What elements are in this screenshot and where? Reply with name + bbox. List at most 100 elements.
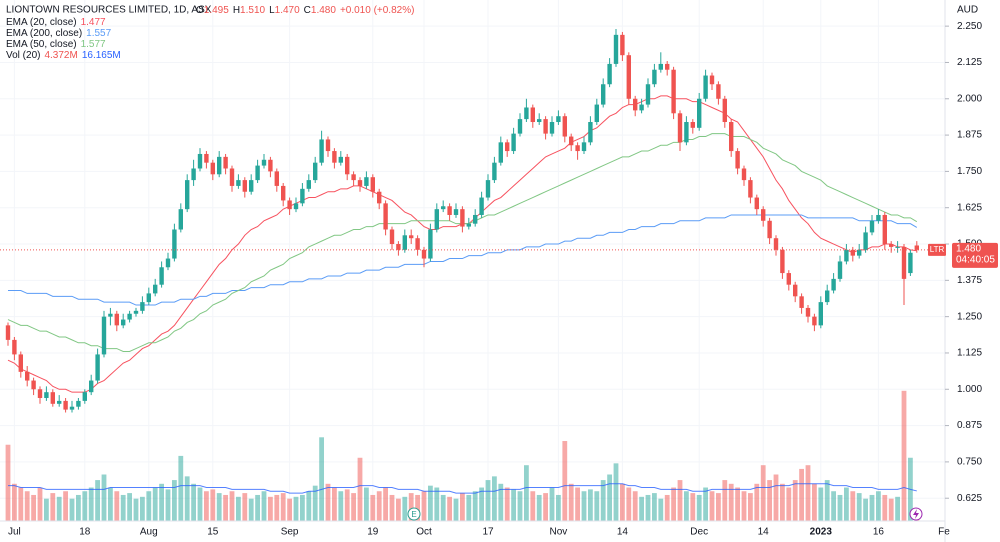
candle-body (293, 203, 299, 210)
earnings-marker[interactable]: E (407, 507, 421, 521)
candle-body (594, 104, 599, 123)
candle-body (697, 98, 702, 128)
volume-bar (895, 496, 900, 521)
volume-bar (268, 496, 273, 521)
candle-body (415, 238, 420, 250)
candle-body (549, 122, 555, 134)
candle-body (825, 290, 830, 303)
quote: O1.495 H1.510 L1.470 C1.480 +0.010 (+0.82%) (196, 5, 414, 16)
candle-body (95, 354, 100, 381)
candle-body (249, 180, 254, 192)
candle-body (127, 313, 132, 320)
candle-body (338, 156, 343, 163)
volume-bar (172, 480, 177, 521)
axes: 0.6250.7500.8751.0001.1251.2501.3751.500… (0, 21, 998, 538)
candle-body (319, 139, 324, 163)
candle-body (620, 34, 625, 56)
x-tick-label: Aug (140, 527, 158, 538)
y-tick-label: 1.375 (957, 275, 982, 286)
volume-bar (530, 491, 536, 521)
candle-body (82, 392, 87, 401)
x-tick-label: Fe (938, 527, 950, 538)
volume-bar (31, 494, 36, 521)
dividends-marker[interactable] (909, 507, 923, 521)
candle-body (364, 177, 369, 186)
volume-bar (280, 493, 286, 521)
volume-bar (549, 487, 555, 521)
candle-body (857, 249, 862, 256)
volume-bar (56, 496, 62, 521)
volume-bar (671, 487, 676, 521)
volume-bar (786, 487, 792, 521)
volume-bar (95, 480, 100, 521)
legend-name: EMA (200, close) (6, 28, 82, 39)
volume-bar (159, 483, 164, 521)
candle-body (562, 116, 567, 137)
candle-body (44, 392, 49, 398)
volume-bar (799, 468, 804, 521)
candle-body (793, 284, 798, 297)
volume-bar (844, 487, 849, 521)
candle-body (639, 104, 644, 111)
volume-bar (24, 491, 30, 521)
candle-body (741, 168, 747, 181)
y-tick-label: 1.875 (957, 130, 982, 141)
volume-ma-line (8, 483, 917, 494)
volume-bar (133, 498, 139, 521)
volume-bar (184, 476, 190, 521)
volume-bar (364, 487, 369, 521)
earnings-icon[interactable] (407, 507, 421, 521)
candle-body (773, 238, 779, 250)
volume-bar (120, 494, 126, 521)
price-tag-bg (952, 242, 998, 268)
volume-bar (50, 493, 56, 521)
candle-body (690, 122, 695, 128)
legend-name: Vol (20) (6, 50, 40, 61)
volume-bar (460, 493, 465, 521)
x-tick-label: 17 (482, 527, 494, 538)
volume-bar (12, 483, 17, 521)
candle-body (588, 122, 593, 143)
candle-body (217, 156, 222, 175)
candle-body (172, 229, 177, 259)
candle-body (876, 214, 881, 221)
candle-body (805, 307, 811, 317)
volume-bar (165, 489, 171, 521)
volume-bar (850, 491, 856, 521)
volume-bar (223, 494, 228, 521)
legend-entry: EMA (50, close) 1.577 (6, 39, 106, 50)
y-tick-label: 2.125 (957, 57, 982, 68)
y-tick-label: 0.750 (957, 457, 982, 468)
volume-bar (178, 455, 184, 521)
volume-bar (690, 493, 696, 521)
volume-bar (312, 485, 318, 521)
x-tick-label: 2023 (810, 527, 833, 538)
candle-body (607, 63, 612, 85)
legend-entry: EMA (200, close) 1.557 (6, 28, 112, 39)
volume-bar (108, 487, 113, 521)
candle-body (466, 223, 471, 227)
candle-body (377, 191, 382, 204)
volume-bar (210, 489, 216, 521)
volume-bar (485, 480, 491, 521)
volume-bar (37, 487, 43, 521)
candle-body (677, 113, 683, 143)
candle-body (850, 249, 855, 256)
candle-body (569, 136, 574, 146)
volume-bar (357, 457, 363, 521)
volume-bar (607, 474, 612, 521)
candle-body (537, 119, 542, 123)
candle-body (63, 400, 68, 410)
candle-body (146, 293, 151, 303)
volume-bar (882, 494, 888, 521)
volume-bar (664, 494, 670, 521)
candle-body (165, 258, 171, 268)
volume-bar (824, 480, 830, 521)
volume-bar (760, 465, 766, 521)
quote-label: O (196, 5, 204, 16)
quote-label: H (233, 5, 240, 16)
x-tick-label: 16 (873, 527, 885, 538)
candle-body (716, 84, 721, 99)
volume-bar (696, 494, 702, 521)
legend-value: 4.372M (44, 50, 77, 61)
